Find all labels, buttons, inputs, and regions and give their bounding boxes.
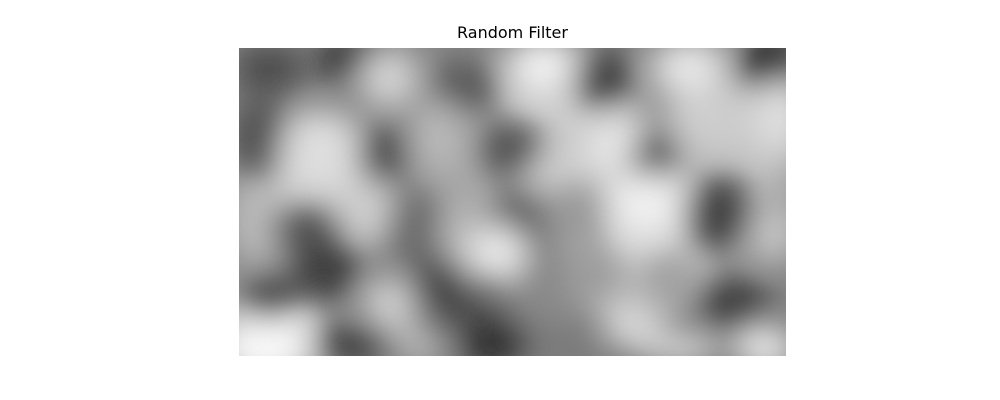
figure-title: Random Filter	[457, 23, 568, 42]
filtered-noise-image	[239, 48, 786, 356]
image-panel	[239, 48, 786, 356]
